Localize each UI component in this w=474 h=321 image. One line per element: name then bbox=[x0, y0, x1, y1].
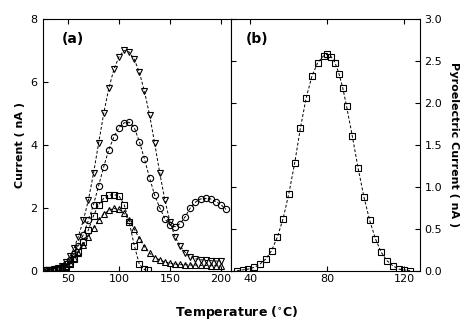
Text: (a): (a) bbox=[62, 31, 83, 46]
Text: Temperature ($^{\circ}$C): Temperature ($^{\circ}$C) bbox=[175, 304, 299, 321]
Text: (b): (b) bbox=[246, 31, 269, 46]
Y-axis label: Current ( nA ): Current ( nA ) bbox=[15, 102, 25, 188]
Y-axis label: Pyroelectric Current ( nA ): Pyroelectric Current ( nA ) bbox=[449, 62, 459, 228]
